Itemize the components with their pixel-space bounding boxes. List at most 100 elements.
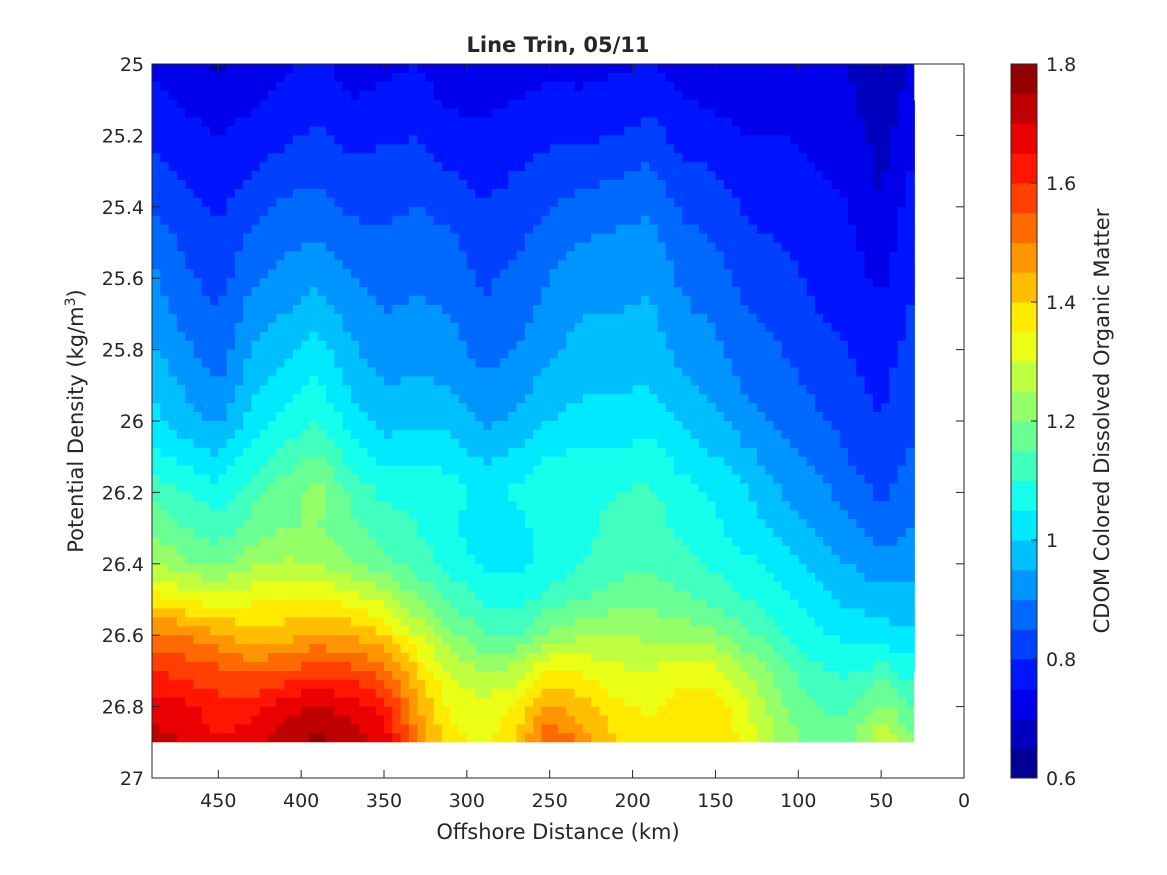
contour-cell xyxy=(268,385,277,395)
contour-cell xyxy=(765,153,775,163)
contour-cell xyxy=(218,322,228,333)
contour-cell xyxy=(599,510,609,520)
contour-cell xyxy=(458,313,468,324)
contour-cell xyxy=(591,108,601,119)
contour-cell xyxy=(558,296,567,306)
contour-cell xyxy=(798,456,808,467)
contour-cell xyxy=(309,215,319,226)
contour-cell xyxy=(483,376,493,386)
contour-cell xyxy=(326,438,335,449)
contour-cell xyxy=(185,492,195,502)
contour-cell xyxy=(533,474,543,485)
contour-cell xyxy=(226,429,236,440)
contour-cell xyxy=(417,429,427,440)
contour-cell xyxy=(765,206,775,217)
contour-cell xyxy=(632,349,642,360)
contour-cell xyxy=(591,162,601,172)
contour-cell xyxy=(334,367,344,377)
contour-cell xyxy=(466,108,476,119)
contour-cell xyxy=(582,260,592,270)
contour-cell xyxy=(309,438,319,449)
contour-cell xyxy=(906,421,915,431)
contour-cell xyxy=(781,278,791,288)
contour-cell xyxy=(781,81,791,92)
contour-cell xyxy=(433,376,443,386)
contour-cell xyxy=(508,421,518,431)
contour-cell xyxy=(533,456,543,467)
contour-cell xyxy=(723,81,733,92)
contour-cell xyxy=(251,340,261,351)
contour-cell xyxy=(450,153,460,163)
contour-cell xyxy=(309,528,319,538)
contour-cell xyxy=(193,153,203,163)
contour-cell xyxy=(408,188,418,199)
contour-cell xyxy=(640,510,650,520)
contour-cell xyxy=(756,269,766,279)
contour-cell xyxy=(823,322,833,333)
contour-cell xyxy=(276,403,286,413)
contour-cell xyxy=(400,260,410,270)
contour-cell xyxy=(524,429,534,440)
contour-cell xyxy=(823,72,833,83)
contour-cell xyxy=(193,188,203,199)
contour-cell xyxy=(243,153,253,163)
contour-cell xyxy=(649,331,659,342)
contour-cell xyxy=(707,296,717,306)
contour-cell xyxy=(193,108,203,119)
contour-cell xyxy=(524,545,534,556)
contour-cell xyxy=(425,385,435,395)
contour-cell xyxy=(326,144,335,154)
contour-cell xyxy=(259,438,269,449)
contour-cell xyxy=(823,492,833,502)
contour-cell xyxy=(475,519,485,529)
contour-cell xyxy=(889,421,899,431)
contour-cell xyxy=(715,162,725,172)
contour-cell xyxy=(698,456,708,467)
contour-cell xyxy=(881,367,891,377)
contour-cell xyxy=(251,224,261,235)
contour-cell xyxy=(417,322,427,333)
contour-cell xyxy=(375,313,385,324)
contour-cell xyxy=(500,483,509,493)
contour-cell xyxy=(848,117,857,128)
contour-cell xyxy=(500,456,509,467)
contour-cell xyxy=(649,81,659,92)
contour-cell xyxy=(533,313,543,324)
contour-cell xyxy=(342,162,352,172)
contour-cell xyxy=(640,260,650,270)
contour-cell xyxy=(268,251,277,261)
contour-cell xyxy=(185,64,195,74)
contour-cell xyxy=(408,313,418,324)
contour-cell xyxy=(458,108,468,119)
contour-cell xyxy=(450,447,460,458)
contour-cell xyxy=(384,394,393,404)
contour-cell xyxy=(309,81,319,92)
contour-cell xyxy=(773,421,783,431)
contour-cell xyxy=(616,278,625,288)
contour-cell xyxy=(872,90,882,101)
contour-cell xyxy=(533,215,543,226)
contour-cell xyxy=(168,367,178,377)
contour-cell xyxy=(740,162,750,172)
contour-cell xyxy=(392,135,402,145)
contour-cell xyxy=(176,162,186,172)
contour-cell xyxy=(243,180,253,190)
contour-cell xyxy=(864,331,874,342)
contour-cell xyxy=(276,180,286,190)
contour-cell xyxy=(251,72,261,83)
contour-cell xyxy=(334,108,344,119)
contour-cell xyxy=(350,287,360,297)
contour-cell xyxy=(226,340,236,351)
contour-cell xyxy=(649,492,659,502)
contour-cell xyxy=(276,188,286,199)
contour-cell xyxy=(632,287,642,297)
contour-cell xyxy=(193,537,203,547)
contour-cell xyxy=(558,278,567,288)
contour-cell xyxy=(864,492,874,502)
contour-cell xyxy=(392,492,402,502)
contour-cell xyxy=(276,492,286,502)
contour-cell xyxy=(508,135,518,145)
contour-cell xyxy=(491,269,501,279)
contour-cell xyxy=(334,429,344,440)
contour-cell xyxy=(848,358,857,369)
